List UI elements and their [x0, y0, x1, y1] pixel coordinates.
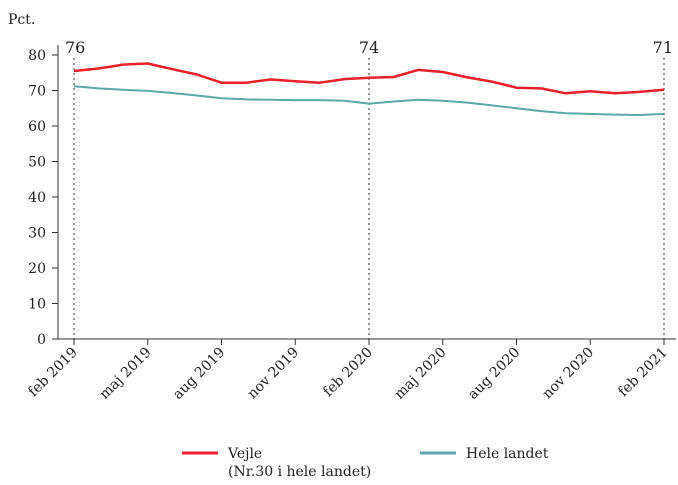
- y-tick-label-10: 10: [28, 297, 46, 313]
- series-line-hele-landet: [73, 85, 665, 116]
- x-tick-label-maj-2020: maj 2020: [392, 345, 450, 403]
- annotation-feb-2020: 74: [359, 38, 379, 57]
- annotation-feb-2021: 71: [653, 38, 673, 57]
- series-line-vejle: [73, 62, 665, 95]
- series: [73, 62, 665, 116]
- x-tick-label-feb-2020: feb 2020: [320, 345, 376, 401]
- y-tick-label-50: 50: [28, 155, 46, 171]
- annotations: 76 74 71: [65, 38, 673, 339]
- legend-label-hele-landet: Hele landet: [466, 446, 549, 462]
- legend-label-vejle: Vejle: [227, 446, 262, 462]
- x-tick-label-nov-2020: nov 2020: [539, 345, 597, 403]
- x-tick-label-feb-2019: feb 2019: [25, 345, 81, 401]
- y-tick-label-80: 80: [28, 48, 46, 64]
- y-tick-label-0: 0: [37, 332, 46, 348]
- x-tick-label-feb-2021: feb 2021: [615, 345, 671, 401]
- x-tick-label-nov-2019: nov 2019: [244, 345, 302, 403]
- y-tick-label-70: 70: [28, 84, 46, 100]
- y-axis: 0 10 20 30 40 50 60 70 80: [28, 45, 59, 348]
- annotation-feb-2019: 76: [65, 38, 85, 57]
- legend: Vejle (Nr.30 i hele landet) Hele landet: [182, 446, 549, 480]
- x-tick-label-maj-2019: maj 2019: [97, 345, 155, 403]
- y-axis-label: Pct.: [8, 12, 35, 28]
- y-tick-label-30: 30: [28, 226, 46, 242]
- x-tick-label-aug-2019: aug 2019: [170, 345, 228, 403]
- x-tick-label-aug-2020: aug 2020: [465, 345, 523, 403]
- x-axis: feb 2019 maj 2019 aug 2019 nov 2019 feb 2020…: [25, 338, 676, 403]
- y-tick-label-20: 20: [28, 261, 46, 277]
- y-tick-label-40: 40: [28, 190, 46, 206]
- legend-label-vejle-rank: (Nr.30 i hele landet): [228, 464, 371, 480]
- y-tick-label-60: 60: [28, 119, 46, 135]
